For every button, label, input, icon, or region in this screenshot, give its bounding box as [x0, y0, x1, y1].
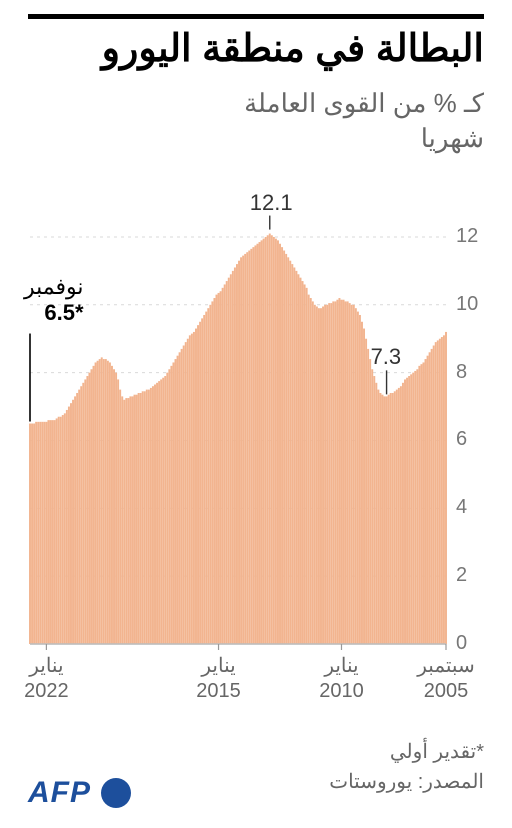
- afp-dot-icon: [101, 778, 131, 808]
- last-month-label: نوفمبر: [24, 274, 84, 299]
- chart-title: البطالة في منطقة اليورو: [102, 26, 484, 71]
- subtitle-line-1: كـ % من القوى العاملة: [244, 88, 484, 118]
- footnote: *تقدير أولي: [390, 739, 484, 764]
- afp-text: AFP: [28, 776, 91, 810]
- peak-annotation: 12.1: [250, 190, 293, 216]
- y-tick-label: 10: [456, 293, 478, 316]
- source-line: المصدر: يوروستات: [329, 769, 484, 794]
- chart-svg: [28, 180, 484, 650]
- last-value-label: 6.5*: [44, 300, 83, 325]
- y-tick-label: 8: [456, 361, 467, 384]
- y-tick-label: 2: [456, 564, 467, 587]
- y-tick-label: 12: [456, 225, 478, 248]
- x-tick-label: يناير2015: [179, 654, 259, 704]
- afp-logo: AFP: [28, 776, 131, 810]
- top-rule: [28, 14, 484, 19]
- y-tick-label: 0: [456, 632, 467, 655]
- x-tick-label: سبتمبر2005: [406, 654, 486, 704]
- x-tick-label: يناير2022: [6, 654, 86, 704]
- last-value-callout: نوفمبر 6.5*: [24, 274, 84, 327]
- subtitle-line-2: شهريا: [421, 123, 484, 153]
- figure-container: البطالة في منطقة اليورو كـ % من القوى ال…: [0, 0, 512, 828]
- chart-subtitle: كـ % من القوى العاملة شهريا: [244, 86, 484, 156]
- y-tick-label: 6: [456, 428, 467, 451]
- chart-area: [28, 180, 484, 650]
- y-tick-label: 4: [456, 496, 467, 519]
- x-tick-label: يناير2010: [301, 654, 381, 704]
- low-annotation: 7.3: [371, 344, 402, 370]
